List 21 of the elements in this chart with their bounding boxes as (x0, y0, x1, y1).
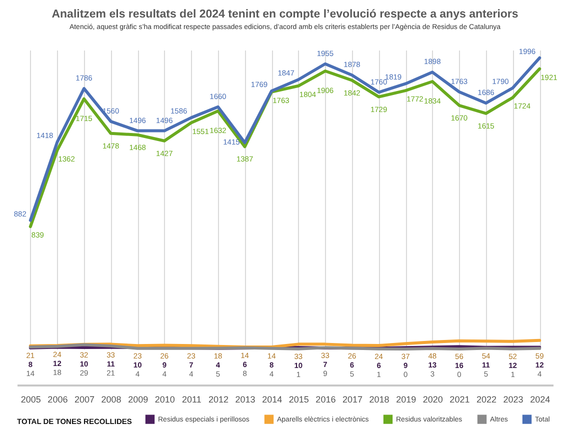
x-tick-label: 2010 (154, 394, 175, 404)
x-tick-label: 2014 (262, 394, 282, 404)
x-tick-label: 2013 (235, 394, 256, 404)
x-tick-label: 2007 (74, 394, 95, 404)
x-tick-label: 2015 (288, 394, 309, 404)
x-tick-label: 2024 (530, 394, 550, 404)
x-tick-label: 2016 (316, 394, 336, 404)
x-tick-label: 2012 (208, 394, 229, 404)
x-tick-label: 2022 (476, 394, 497, 404)
x-tick-label: 2019 (396, 394, 416, 404)
x-tick-label: 2023 (503, 394, 524, 404)
x-tick-label: 2011 (182, 394, 202, 404)
x-tick-label: 2017 (342, 394, 363, 404)
x-tick-label: 2008 (101, 394, 122, 404)
x-tick-label: 2020 (422, 394, 443, 404)
x-tick-label: 2005 (20, 394, 41, 404)
x-tick-label: 2018 (369, 394, 390, 404)
chart-title: Analitzem els resultats del 2024 tenint en compte l’evolució respecte a anys anteriors (52, 8, 518, 20)
x-tick-label: 2006 (48, 394, 68, 404)
x-tick-label: 2009 (128, 394, 148, 404)
x-tick-label: 2021 (450, 394, 470, 404)
